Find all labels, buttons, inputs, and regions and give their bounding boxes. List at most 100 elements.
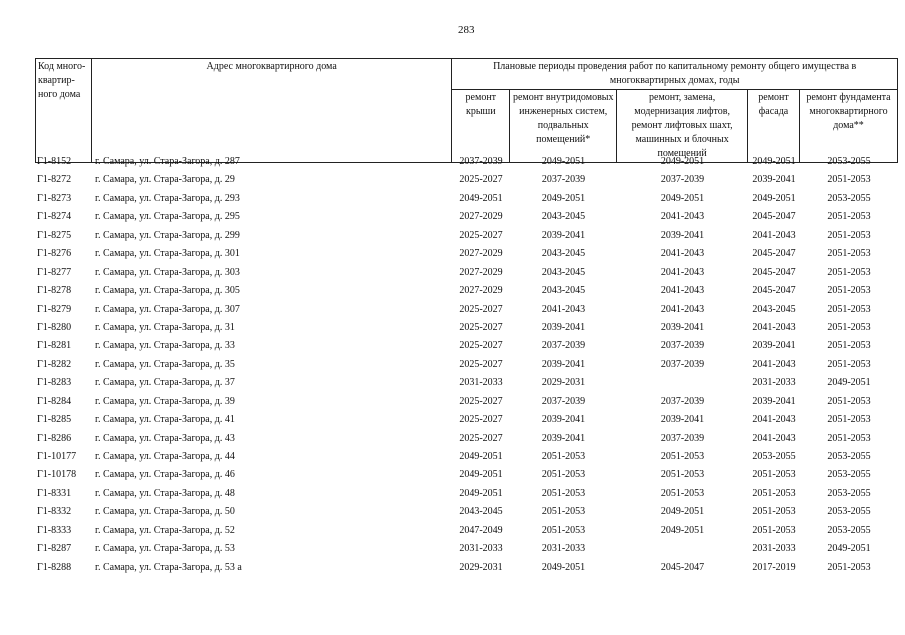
table-row: Г1-8288 г. Самара, ул. Стара-Загора, д. 5…: [35, 559, 898, 577]
table-row: Г1-8276 г. Самара, ул. Стара-Загора, д. 3…: [35, 245, 898, 263]
facade-period: 2031-2033: [752, 543, 796, 555]
address: г. Самара, ул. Стара-Загора, д. 33: [95, 340, 235, 352]
address: г. Самара, ул. Стара-Загора, д. 31: [95, 321, 235, 333]
house-code: Г1-8278: [37, 285, 72, 297]
page-number: 283: [458, 24, 475, 36]
house-code: Г1-8272: [37, 174, 72, 186]
table-row: Г1-10178 г. Самара, ул. Стара-Загора, д. …: [35, 466, 898, 484]
roof-period: 2047-2049: [459, 524, 503, 536]
house-code: Г1-8277: [37, 266, 72, 278]
facade-period: 2051-2053: [752, 487, 796, 499]
facade-period: 2041-2043: [752, 229, 796, 241]
lifts-period: 2041-2043: [660, 211, 705, 223]
header-roof: ремонт крыши: [451, 89, 511, 163]
table-row: Г1-8283 г. Самара, ул. Стара-Загора, д. 3…: [35, 374, 898, 392]
foundation-period: 2051-2053: [827, 432, 871, 444]
address: г. Самара, ул. Стара-Загора, д. 53 а: [95, 561, 242, 573]
table-row: Г1-8331 г. Самара, ул. Стара-Загора, д. 4…: [35, 485, 898, 503]
house-code: Г1-8332: [37, 506, 72, 518]
foundation-period: 2051-2053: [827, 174, 871, 186]
address: г. Самара, ул. Стара-Загора, д. 53: [95, 543, 235, 555]
facade-period: 2039-2041: [752, 395, 796, 407]
roof-period: 2049-2051: [459, 469, 503, 481]
facade-period: 2051-2053: [752, 524, 796, 536]
facade-period: 2045-2047: [752, 211, 796, 223]
house-code: Г1-8275: [37, 229, 72, 241]
house-code: Г1-8285: [37, 414, 72, 426]
table-row: Г1-8286 г. Самара, ул. Стара-Загора, д. 4…: [35, 430, 898, 448]
house-code: Г1-8287: [37, 543, 72, 555]
lifts-period: 2037-2039: [660, 358, 705, 370]
roof-period: 2025-2027: [459, 303, 503, 315]
table-row: Г1-8272 г. Самара, ул. Стара-Загора, д. 2…: [35, 171, 898, 189]
facade-period: 2043-2045: [752, 303, 796, 315]
facade-period: 2041-2043: [752, 432, 796, 444]
address: г. Самара, ул. Стара-Загора, д. 303: [95, 266, 240, 278]
lifts-period: 2039-2041: [660, 321, 705, 333]
foundation-period: 2051-2053: [827, 266, 871, 278]
facade-period: 2049-2051: [752, 192, 796, 204]
lifts-period: 2041-2043: [660, 285, 705, 297]
lifts-period: 2041-2043: [660, 303, 705, 315]
foundation-period: 2053-2055: [827, 192, 871, 204]
address: г. Самара, ул. Стара-Загора, д. 43: [95, 432, 235, 444]
address: г. Самара, ул. Стара-Загора, д. 29: [95, 174, 235, 186]
roof-period: 2025-2027: [459, 432, 503, 444]
foundation-period: 2053-2055: [827, 487, 871, 499]
facade-period: 2045-2047: [752, 266, 796, 278]
internal-systems-period: 2037-2039: [541, 340, 586, 352]
internal-systems-period: 2039-2041: [541, 414, 586, 426]
roof-period: 2027-2029: [459, 211, 503, 223]
house-code: Г1-8280: [37, 321, 72, 333]
roof-period: 2031-2033: [459, 543, 503, 555]
internal-systems-period: 2037-2039: [541, 174, 586, 186]
facade-period: 2041-2043: [752, 358, 796, 370]
address: г. Самара, ул. Стара-Загора, д. 35: [95, 358, 235, 370]
roof-period: 2049-2051: [459, 487, 503, 499]
table-row: Г1-8282 г. Самара, ул. Стара-Загора, д. 3…: [35, 356, 898, 374]
foundation-period: 2051-2053: [827, 561, 871, 573]
house-code: Г1-8333: [37, 524, 72, 536]
address: г. Самара, ул. Стара-Загора, д. 287: [95, 156, 240, 167]
roof-period: 2025-2027: [459, 321, 503, 333]
facade-period: 2049-2051: [752, 156, 796, 167]
lifts-period: 2051-2053: [660, 487, 705, 499]
table-row: Г1-8281 г. Самара, ул. Стара-Загора, д. 3…: [35, 337, 898, 355]
roof-period: 2025-2027: [459, 229, 503, 241]
internal-systems-period: 2031-2033: [541, 543, 586, 555]
table-header: Код много-квартир-ного дома Адрес многок…: [35, 58, 899, 163]
header-lifts: ремонт, замена, модернизация лифтов, рем…: [616, 89, 749, 163]
lifts-period: 2051-2053: [660, 469, 705, 481]
internal-systems-period: 2051-2053: [541, 524, 586, 536]
lifts-period: 2049-2051: [660, 192, 705, 204]
lifts-period: 2041-2043: [660, 266, 705, 278]
foundation-period: 2053-2055: [827, 469, 871, 481]
internal-systems-period: 2043-2045: [541, 211, 586, 223]
foundation-period: 2049-2051: [827, 377, 871, 389]
internal-systems-period: 2051-2053: [541, 487, 586, 499]
house-code: Г1-8283: [37, 377, 72, 389]
roof-period: 2025-2027: [459, 414, 503, 426]
house-code: Г1-8279: [37, 303, 72, 315]
house-code: Г1-8274: [37, 211, 72, 223]
internal-systems-period: 2049-2051: [541, 561, 586, 573]
table-row: Г1-8285 г. Самара, ул. Стара-Загора, д. 4…: [35, 411, 898, 429]
address: г. Самара, ул. Стара-Загора, д. 52: [95, 524, 235, 536]
table-row: Г1-8274 г. Самара, ул. Стара-Загора, д. 2…: [35, 208, 898, 226]
header-code: Код много-квартир-ного дома: [35, 58, 92, 163]
lifts-period: 2037-2039: [660, 174, 705, 186]
table-row: Г1-8152 г. Самара, ул. Стара-Загора, д. 2…: [35, 153, 898, 171]
roof-period: 2031-2033: [459, 377, 503, 389]
lifts-period: 2037-2039: [660, 340, 705, 352]
address: г. Самара, ул. Стара-Загора, д. 299: [95, 229, 240, 241]
address: г. Самара, ул. Стара-Загора, д. 48: [95, 487, 235, 499]
table-row: Г1-8332 г. Самара, ул. Стара-Загора, д. 5…: [35, 503, 898, 521]
lifts-period: 2049-2051: [660, 506, 705, 518]
table-row: Г1-8278 г. Самара, ул. Стара-Загора, д. 3…: [35, 282, 898, 300]
roof-period: 2025-2027: [459, 340, 503, 352]
address: г. Самара, ул. Стара-Загора, д. 50: [95, 506, 235, 518]
house-code: Г1-8273: [37, 192, 72, 204]
facade-period: 2017-2019: [752, 561, 796, 573]
house-code: Г1-8288: [37, 561, 72, 573]
internal-systems-period: 2043-2045: [541, 285, 586, 297]
